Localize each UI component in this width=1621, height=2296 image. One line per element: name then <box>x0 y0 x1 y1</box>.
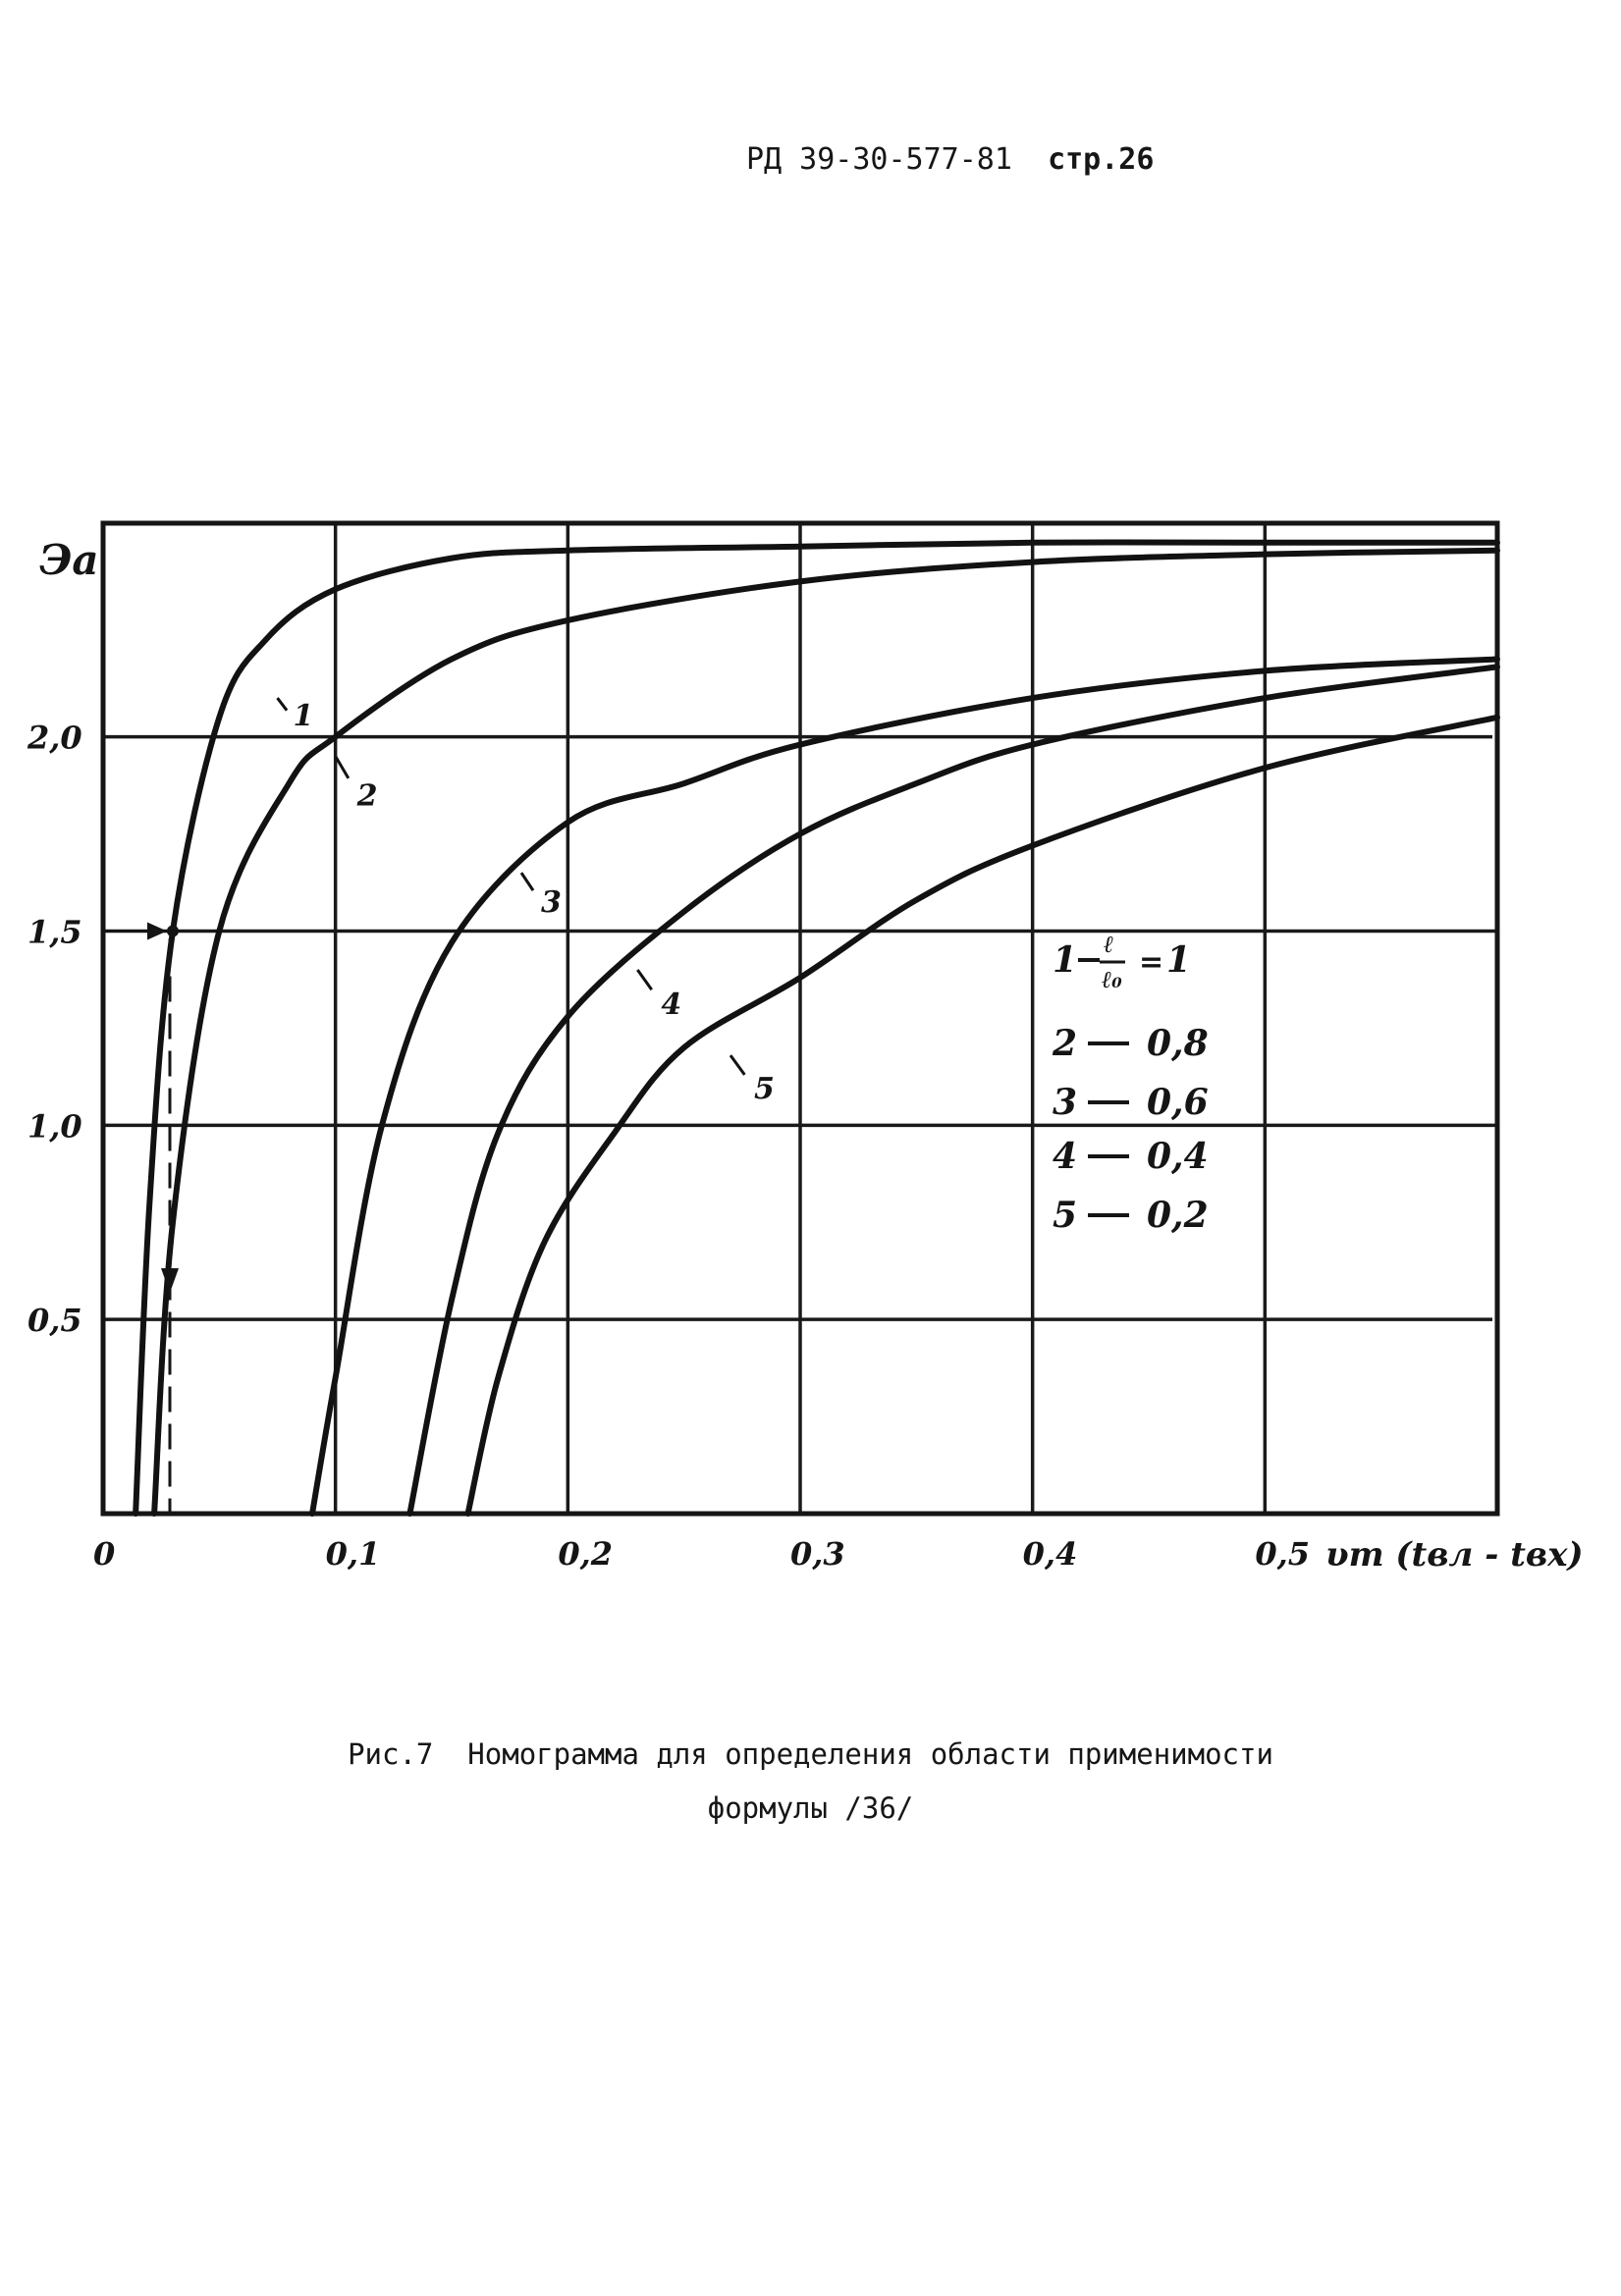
legend-fraction-denominator: ℓ₀ <box>1102 965 1122 993</box>
tick-labels: 0 0,1 0,2 0,3 0,4 0,5 0,5 1,0 1,5 2,0 <box>27 720 1310 1573</box>
x-tick-label: 0,4 <box>1023 1535 1078 1573</box>
y-axis-label: Эа <box>39 536 99 584</box>
legend-entry-4: 4 0,4 <box>1053 1136 1209 1177</box>
curve-5-leader <box>729 1054 746 1076</box>
legend-value: 1 <box>1166 939 1191 981</box>
curve-2 <box>151 547 1500 1517</box>
curve-3 <box>309 656 1500 1517</box>
curve-5 <box>464 714 1500 1517</box>
curve-5-label: 5 <box>754 1072 775 1106</box>
x-tick-label: 0,1 <box>326 1535 381 1573</box>
caption-line-2: формулы /36/ <box>707 1791 914 1825</box>
legend-entry-3: 3 0,6 <box>1053 1082 1209 1123</box>
curve-2-leader <box>334 755 351 779</box>
page-number: стр.26 <box>1048 142 1155 177</box>
caption-line-1: Рис.7 Номограмма для определения области… <box>348 1737 1273 1771</box>
x-tick-label: 0,2 <box>558 1535 613 1573</box>
curve-4-leader <box>636 969 653 991</box>
legend-number: 5 <box>1053 1195 1077 1236</box>
x-tick-label: 0,3 <box>790 1535 845 1573</box>
chart-grid <box>103 523 1497 1514</box>
marker-arrow-down <box>161 1268 179 1293</box>
reading-marker <box>103 922 179 1514</box>
curve-1-label: 1 <box>294 699 314 733</box>
curve-4-label: 4 <box>661 988 681 1022</box>
legend-value: 0,4 <box>1147 1136 1209 1177</box>
y-tick-label: 0,5 <box>27 1302 82 1339</box>
legend-entry-1: 1 ℓℓ₀ = 1 <box>1053 930 1191 993</box>
legend-number: 3 <box>1053 1082 1077 1123</box>
curve-3-label: 3 <box>541 885 562 920</box>
chart-frame <box>100 520 1500 1517</box>
legend-entry-5: 5 0,2 <box>1053 1195 1209 1236</box>
curve-2-label: 2 <box>356 778 378 813</box>
marker-arrow-right <box>147 922 167 940</box>
legend-number: 2 <box>1052 1023 1077 1064</box>
x-axis-label: υm (tвл - tвх) <box>1325 1535 1584 1575</box>
x-tick-label: 0 <box>93 1535 115 1573</box>
legend-number: 1 <box>1053 939 1077 981</box>
curves-group: 1 2 3 4 5 <box>133 539 1500 1517</box>
legend-value: 0,2 <box>1147 1195 1209 1236</box>
legend-entry-2: 2 0,8 <box>1052 1023 1209 1064</box>
page-header: РД 39-30-577-81 стр.26 <box>746 142 1154 177</box>
curve-3-leader <box>519 872 535 891</box>
document-code: РД 39-30-577-81 <box>746 142 1012 177</box>
legend-value: 0,6 <box>1147 1082 1209 1123</box>
curve-4 <box>406 664 1500 1517</box>
x-tick-label: 0,5 <box>1255 1535 1310 1573</box>
legend-number: 4 <box>1053 1136 1077 1177</box>
curve-1 <box>133 539 1500 1517</box>
y-tick-label: 1,0 <box>27 1107 82 1145</box>
curve-1-leader <box>276 697 289 712</box>
y-tick-label: 1,5 <box>27 913 82 950</box>
legend-equals: = <box>1139 945 1163 980</box>
legend: 1 ℓℓ₀ = 12 0,83 0,64 0,45 0,2 <box>1052 930 1209 1236</box>
legend-value: 0,8 <box>1147 1023 1209 1064</box>
legend-fraction-numerator: ℓ <box>1104 930 1113 958</box>
y-tick-label: 2,0 <box>27 720 82 757</box>
marker-point <box>167 925 179 937</box>
